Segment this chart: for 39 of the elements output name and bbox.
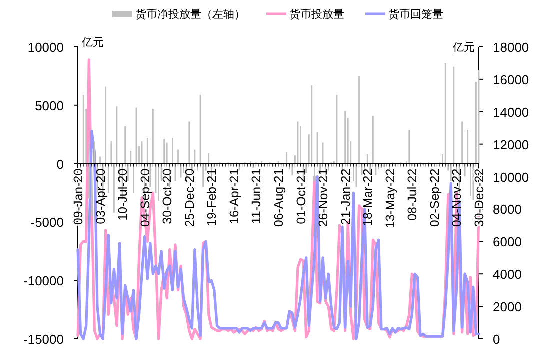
xtick: 13-May-22 bbox=[383, 168, 398, 229]
xtick: 26-Nov-21 bbox=[316, 168, 331, 228]
y2tick: 8000 bbox=[493, 202, 522, 218]
xtick: 02-Sep-22 bbox=[428, 168, 442, 228]
xtick: 19-Feb-21 bbox=[205, 168, 220, 226]
xtick: 10-Jul-20 bbox=[116, 168, 130, 221]
xtick: 30-Oct-20 bbox=[160, 168, 175, 224]
legend-label: 货币回笼量 bbox=[388, 8, 444, 21]
ylabel: 亿元 bbox=[82, 37, 104, 49]
xtick: 11-Jun-21 bbox=[250, 168, 264, 224]
ytick: -5000 bbox=[30, 215, 64, 230]
y2tick: 2000 bbox=[493, 300, 522, 315]
xtick: 04-Nov-22 bbox=[450, 168, 464, 228]
legend-label: 货币投放量 bbox=[290, 8, 344, 21]
xtick: 01-Oct-21 bbox=[294, 168, 308, 224]
y2label: 亿元 bbox=[453, 42, 475, 54]
xtick: 06-Aug-21 bbox=[272, 168, 286, 228]
y2tick: 4000 bbox=[493, 267, 522, 282]
y2tick: 6000 bbox=[493, 234, 522, 250]
y2tick: 12000 bbox=[493, 137, 530, 152]
xtick: 30-Dec-22 bbox=[472, 168, 486, 228]
xtick: 18-Mar-22 bbox=[361, 168, 376, 226]
legend-label: 货币净投放量（左轴） bbox=[136, 8, 246, 21]
y2tick: 10000 bbox=[493, 170, 530, 185]
xtick: 25-Dec-20 bbox=[182, 168, 197, 228]
ytick: 5000 bbox=[35, 98, 64, 114]
y2tick: 18000 bbox=[493, 40, 530, 55]
y2tick: 14000 bbox=[493, 104, 530, 120]
xtick: 04-Sep-20 bbox=[138, 168, 152, 228]
y2tick: 0 bbox=[493, 332, 500, 347]
ytick: 10000 bbox=[28, 40, 64, 55]
ytick: 0 bbox=[56, 156, 64, 172]
xtick: 08-Jul-22 bbox=[406, 168, 420, 221]
ytick: -10000 bbox=[24, 274, 64, 289]
xtick: 03-Apr-20 bbox=[94, 168, 108, 224]
y2tick: 16000 bbox=[493, 72, 530, 88]
ytick: -15000 bbox=[24, 332, 64, 347]
xtick: 21-Jan-22 bbox=[338, 168, 353, 226]
xtick: 16-Apr-21 bbox=[227, 168, 242, 224]
